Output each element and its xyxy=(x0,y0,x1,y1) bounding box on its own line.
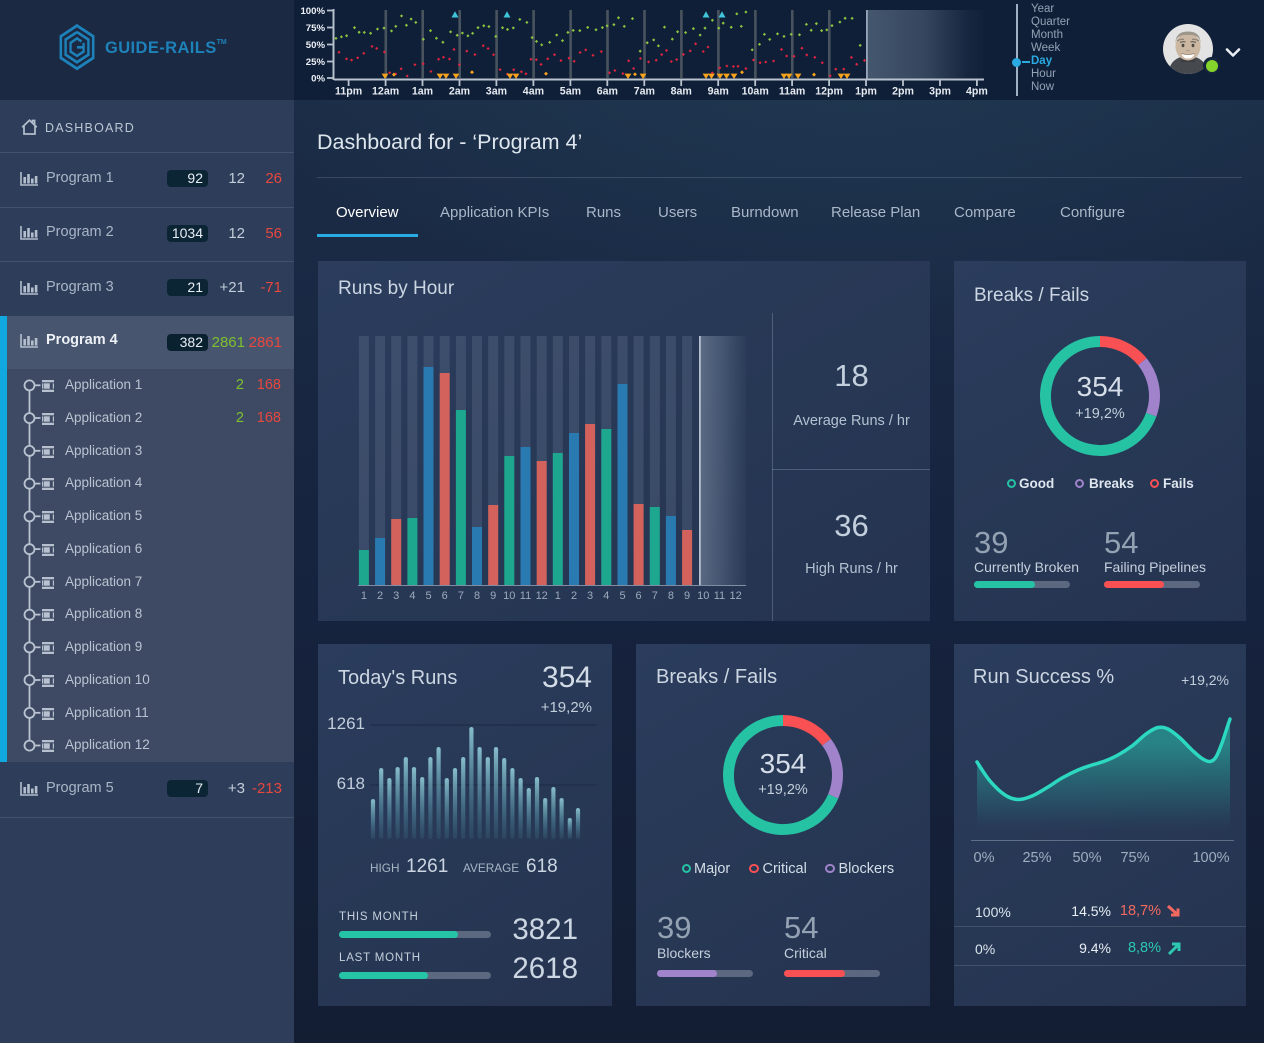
svg-text:3: 3 xyxy=(393,590,399,602)
svg-text:25%: 25% xyxy=(306,57,326,68)
svg-text:11: 11 xyxy=(714,590,725,602)
svg-text:4: 4 xyxy=(409,590,415,602)
svg-text:3: 3 xyxy=(587,590,593,602)
svg-text:2am: 2am xyxy=(449,86,470,98)
svg-text:1pm: 1pm xyxy=(855,86,877,98)
svg-text:2: 2 xyxy=(571,590,577,602)
svg-text:11am: 11am xyxy=(779,86,806,98)
svg-text:10am: 10am xyxy=(742,86,769,98)
svg-text:4am: 4am xyxy=(523,86,544,98)
svg-text:2pm: 2pm xyxy=(892,86,914,98)
svg-text:3am: 3am xyxy=(486,86,507,98)
svg-text:4: 4 xyxy=(603,590,609,602)
svg-text:1261: 1261 xyxy=(327,714,365,733)
svg-text:100%: 100% xyxy=(300,6,325,17)
svg-text:4pm: 4pm xyxy=(966,86,988,98)
svg-text:7: 7 xyxy=(652,590,658,602)
svg-text:9: 9 xyxy=(490,590,496,602)
svg-text:5: 5 xyxy=(619,590,625,602)
svg-text:5am: 5am xyxy=(560,86,581,98)
svg-text:75%: 75% xyxy=(1120,850,1149,866)
svg-text:1am: 1am xyxy=(412,86,433,98)
svg-text:3pm: 3pm xyxy=(929,86,951,98)
svg-text:7am: 7am xyxy=(634,86,655,98)
svg-text:50%: 50% xyxy=(306,40,326,51)
svg-text:6am: 6am xyxy=(597,86,618,98)
svg-text:6: 6 xyxy=(636,590,642,602)
svg-text:8: 8 xyxy=(474,590,480,602)
svg-text:50%: 50% xyxy=(1072,850,1101,866)
svg-text:1: 1 xyxy=(555,590,561,602)
svg-text:12pm: 12pm xyxy=(815,86,843,98)
svg-text:9am: 9am xyxy=(708,86,729,98)
svg-text:12: 12 xyxy=(729,590,741,602)
svg-text:9: 9 xyxy=(684,590,690,602)
svg-text:618: 618 xyxy=(337,774,365,793)
svg-text:6: 6 xyxy=(442,590,448,602)
svg-text:25%: 25% xyxy=(1022,850,1051,866)
svg-text:8: 8 xyxy=(668,590,674,602)
svg-text:0%: 0% xyxy=(974,850,995,866)
svg-text:10: 10 xyxy=(697,590,709,602)
svg-text:12am: 12am xyxy=(372,86,399,98)
svg-text:10: 10 xyxy=(503,590,515,602)
svg-text:2: 2 xyxy=(377,590,383,602)
svg-text:0%: 0% xyxy=(311,74,325,85)
svg-text:75%: 75% xyxy=(306,23,326,34)
svg-text:8am: 8am xyxy=(671,86,692,98)
svg-text:5: 5 xyxy=(425,590,431,602)
svg-text:11: 11 xyxy=(520,590,531,602)
svg-text:12: 12 xyxy=(536,590,548,602)
svg-text:11pm: 11pm xyxy=(335,86,362,98)
svg-text:100%: 100% xyxy=(1192,850,1229,866)
svg-text:1: 1 xyxy=(361,590,367,602)
svg-text:7: 7 xyxy=(458,590,464,602)
